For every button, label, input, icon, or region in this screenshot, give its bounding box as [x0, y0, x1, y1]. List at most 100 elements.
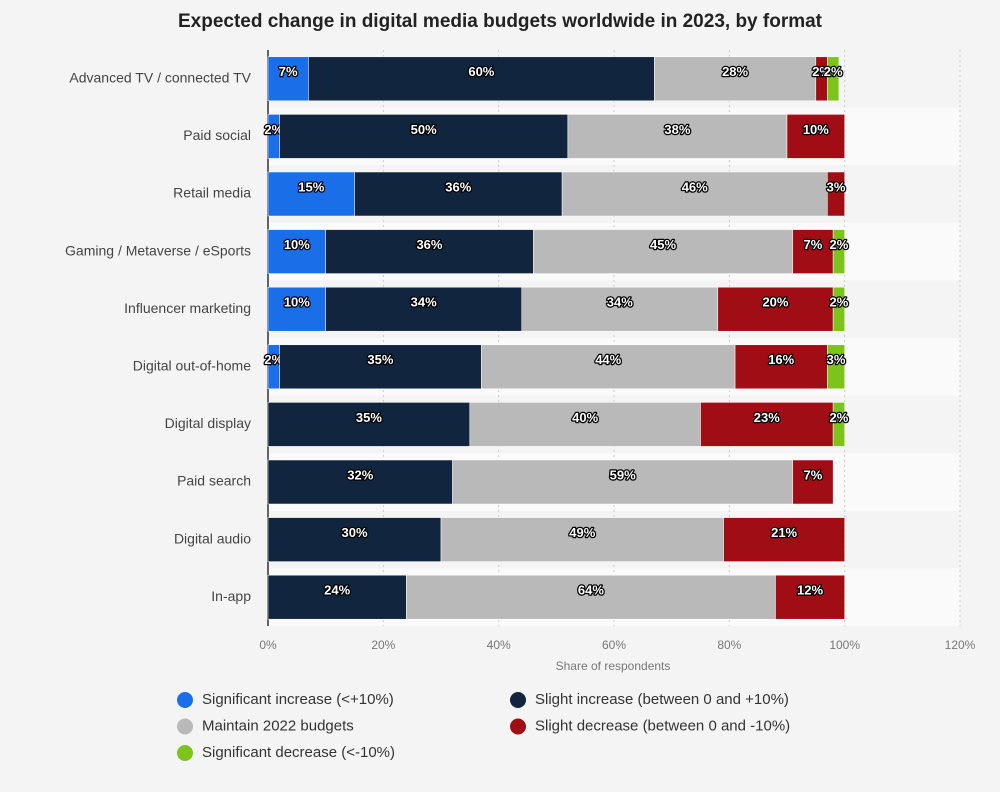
data-label: 24% — [324, 583, 350, 598]
data-label: 34% — [607, 295, 633, 310]
bar-segment — [308, 56, 655, 102]
data-label: 2% — [830, 295, 849, 310]
data-label: 49% — [569, 525, 595, 540]
data-label: 2% — [830, 237, 849, 252]
bar-segment — [354, 171, 563, 217]
data-label: 40% — [572, 410, 598, 425]
bar-segment — [775, 574, 845, 620]
x-tick-label: 20% — [371, 638, 395, 652]
data-label: 10% — [803, 122, 829, 137]
bar-segment — [440, 517, 724, 562]
x-axis-title: Share of respondents — [556, 659, 671, 673]
bar-segment — [832, 229, 845, 274]
bar-segment — [827, 56, 840, 102]
legend-label: Significant decrease (<-10%) — [202, 744, 395, 761]
y-tick-label: Advanced TV / connected TV — [69, 70, 251, 86]
data-label: 7% — [804, 467, 823, 482]
y-tick-label: Paid search — [177, 473, 251, 489]
data-label: 50% — [411, 122, 437, 137]
data-label: 20% — [762, 295, 788, 310]
data-label: 34% — [411, 295, 437, 310]
y-tick-label: In-app — [211, 588, 251, 604]
data-label: 36% — [445, 179, 471, 194]
bar-segment — [267, 459, 453, 505]
bar-segment — [567, 114, 788, 159]
y-tick-label: Digital out-of-home — [133, 358, 251, 374]
y-tick-label: Influencer marketing — [124, 300, 251, 316]
data-label: 23% — [754, 410, 780, 425]
bar-segment — [481, 344, 736, 390]
bar-segment — [827, 171, 845, 217]
y-tick-label: Gaming / Metaverse / eSports — [65, 242, 251, 258]
bar-segment — [279, 114, 569, 159]
data-label: 2% — [824, 64, 843, 79]
bar-segment — [406, 574, 776, 620]
bar-segment — [267, 56, 309, 102]
data-label: 36% — [416, 237, 442, 252]
chart-title: Expected change in digital media budgets… — [178, 11, 823, 32]
data-label: 7% — [804, 237, 823, 252]
bar-segment — [561, 171, 828, 217]
bar-segment — [786, 114, 845, 159]
bar-segment — [521, 286, 719, 332]
bar-segment — [325, 286, 522, 332]
bar-segment — [832, 402, 845, 447]
y-tick-label: Retail media — [173, 185, 251, 201]
data-label: 2% — [830, 410, 849, 425]
data-label: 10% — [284, 295, 310, 310]
legend-label: Slight increase (between 0 and +10%) — [535, 691, 789, 708]
data-label: 10% — [284, 237, 310, 252]
data-label: 35% — [367, 352, 393, 367]
data-label: 12% — [797, 583, 823, 598]
data-label: 64% — [578, 583, 604, 598]
data-label: 21% — [771, 525, 797, 540]
bar-segment — [717, 286, 834, 332]
legend-marker — [177, 718, 193, 735]
data-label: 3% — [827, 179, 846, 194]
data-label: 7% — [279, 64, 298, 79]
data-label: 16% — [768, 352, 794, 367]
data-label: 32% — [347, 467, 373, 482]
bar-segment — [267, 286, 326, 332]
x-tick-label: 80% — [717, 638, 741, 652]
bar-segment — [267, 402, 471, 447]
bar-segment — [267, 517, 442, 562]
x-tick-label: 60% — [602, 638, 626, 652]
data-label: 38% — [664, 122, 690, 137]
x-tick-label: 120% — [945, 638, 976, 652]
bar-segment — [832, 286, 845, 332]
legend-label: Maintain 2022 budgets — [202, 717, 354, 734]
x-tick-label: 40% — [487, 638, 511, 652]
y-tick-label: Digital audio — [174, 530, 251, 546]
bar-segment — [734, 344, 828, 390]
legend-label: Slight decrease (between 0 and -10%) — [535, 717, 790, 734]
y-tick-label: Paid social — [183, 127, 251, 143]
bar-segment — [533, 229, 794, 274]
bar-segment — [267, 171, 355, 217]
bar-segment — [792, 229, 834, 274]
data-label: 3% — [827, 352, 846, 367]
x-tick-label: 0% — [259, 638, 277, 652]
legend-label: Significant increase (<+10%) — [202, 691, 394, 708]
data-label: 44% — [595, 352, 621, 367]
data-label: 15% — [298, 179, 324, 194]
bar-segment — [792, 459, 834, 505]
bar-segment — [723, 517, 845, 562]
data-label: 28% — [722, 64, 748, 79]
legend-marker — [510, 718, 526, 735]
bar-segment — [325, 229, 534, 274]
bar-segment — [452, 459, 794, 505]
bar-segment — [654, 56, 817, 102]
legend-marker — [177, 692, 193, 708]
legend-marker — [177, 745, 193, 761]
x-tick-label: 100% — [829, 638, 860, 652]
data-label: 46% — [682, 179, 708, 194]
bar-segment — [267, 229, 326, 274]
legend-marker — [510, 692, 526, 708]
data-label: 30% — [341, 525, 367, 540]
bar-segment — [267, 574, 407, 620]
data-label: 59% — [610, 467, 636, 482]
bar-segment — [827, 344, 845, 390]
data-label: 60% — [468, 64, 494, 79]
